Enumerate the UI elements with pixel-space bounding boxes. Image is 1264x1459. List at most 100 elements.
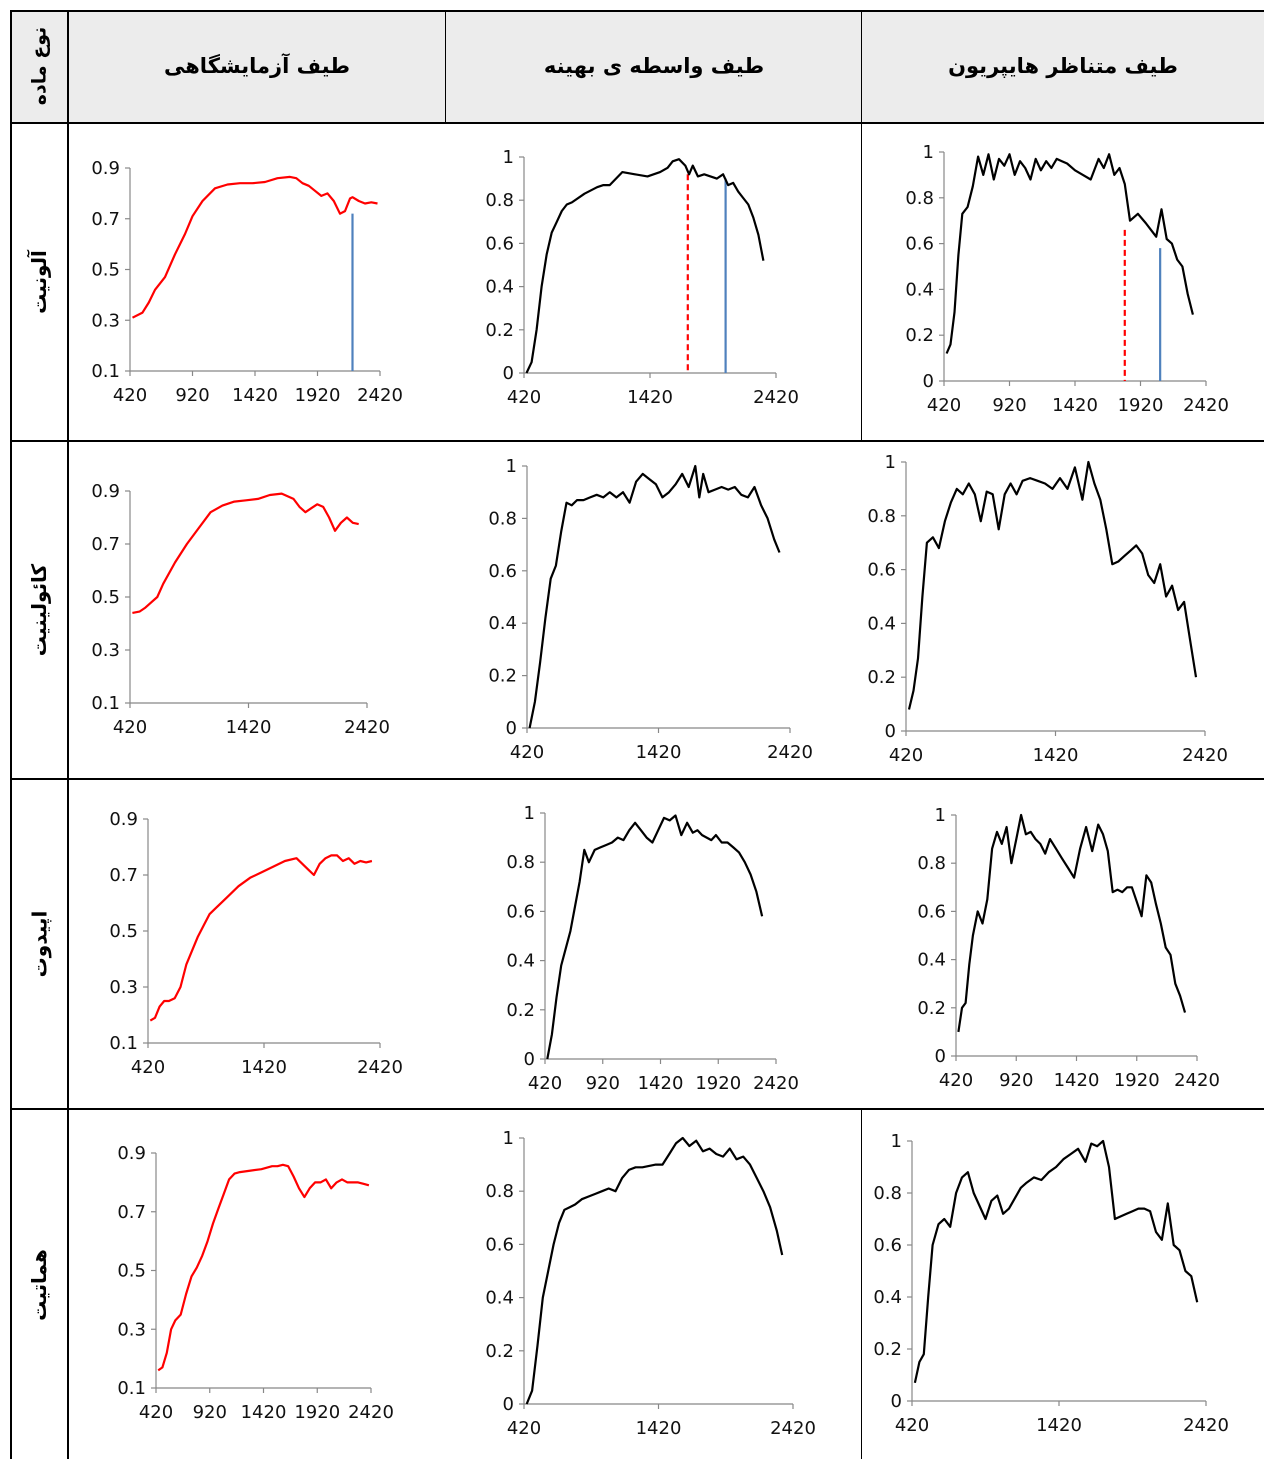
spectrum-line	[907, 460, 1198, 710]
y-tick-label: 0.8	[506, 852, 535, 873]
x-tick-label: 420	[113, 385, 147, 406]
x-tick-label: 420	[510, 742, 544, 763]
y-tick-label: 0.4	[506, 951, 535, 972]
x-tick-label: 1420	[1033, 745, 1079, 766]
x-tick-label: 920	[193, 1402, 227, 1423]
y-tick-label: 0	[503, 363, 514, 384]
y-tick-label: 0	[885, 721, 896, 742]
x-tick-label: 2420	[348, 1402, 394, 1423]
x-tick-label: 420	[895, 1415, 929, 1436]
y-tick-label: 0.4	[488, 613, 517, 634]
y-tick-label: 0.6	[506, 901, 535, 922]
y-tick-label: 0.8	[917, 853, 946, 874]
y-tick-label: 0.7	[117, 1202, 146, 1223]
x-tick-label: 2420	[770, 1418, 816, 1439]
y-tick-label: 1	[503, 147, 514, 168]
y-tick-label: 0.4	[485, 277, 514, 298]
x-tick-label: 420	[889, 745, 923, 766]
x-tick-label: 1420	[638, 1073, 684, 1094]
y-tick-label: 0.9	[91, 481, 120, 502]
y-tick-label: 0.4	[873, 1287, 902, 1308]
x-tick-label: 2420	[357, 1057, 403, 1078]
table-left-border	[10, 10, 12, 1459]
y-tick-label: 0.2	[873, 1339, 902, 1360]
spectrum-line	[957, 813, 1187, 1033]
spectrum-line	[132, 492, 359, 614]
x-tick-label: 2420	[767, 742, 813, 763]
y-tick-label: 0	[935, 1046, 946, 1067]
y-tick-label: 0.3	[117, 1319, 146, 1340]
y-tick-label: 0.9	[91, 158, 120, 179]
header-lab-spectrum: طیف آزمایشگاهی	[68, 10, 446, 122]
x-tick-label: 2420	[1183, 1415, 1229, 1436]
y-tick-label: 0.4	[867, 613, 896, 634]
x-tick-label: 1420	[1036, 1415, 1082, 1436]
column-divider-2	[445, 10, 446, 124]
y-tick-label: 0.2	[867, 667, 896, 688]
y-tick-label: 0.3	[109, 977, 138, 998]
spectrum-line	[157, 1163, 370, 1372]
column-divider-1	[67, 10, 69, 1459]
y-tick-label: 0.6	[905, 234, 934, 255]
x-tick-label: 420	[131, 1057, 165, 1078]
x-tick-label: 2420	[753, 1073, 799, 1094]
x-tick-label: 920	[992, 395, 1026, 416]
y-tick-label: 0.4	[905, 279, 934, 300]
y-tick-label: 0.1	[117, 1378, 146, 1399]
x-tick-label: 420	[528, 1073, 562, 1094]
y-tick-label: 1	[524, 803, 535, 824]
x-tick-label: 1420	[636, 1418, 682, 1439]
y-tick-label: 0.6	[485, 233, 514, 254]
y-tick-label: 0.2	[506, 1000, 535, 1021]
x-tick-label: 420	[939, 1070, 973, 1091]
y-tick-label: 0.8	[905, 188, 934, 209]
table-top-border	[10, 10, 1264, 12]
x-tick-label: 1920	[1114, 1070, 1160, 1091]
y-tick-label: 0.6	[488, 561, 517, 582]
y-tick-label: 0.5	[91, 260, 120, 281]
x-tick-label: 2420	[1183, 395, 1229, 416]
spectrum-line	[132, 175, 378, 319]
y-tick-label: 0.2	[488, 666, 517, 687]
y-tick-label: 1	[891, 1131, 902, 1152]
y-tick-label: 0.5	[109, 921, 138, 942]
y-tick-label: 0.2	[905, 325, 934, 346]
x-tick-label: 420	[113, 717, 147, 738]
y-tick-label: 0.4	[917, 950, 946, 971]
y-tick-label: 0.5	[117, 1261, 146, 1282]
header-material-type: نوع ماده	[10, 10, 68, 122]
spectrum-line	[149, 854, 373, 1022]
x-tick-label: 1420	[1054, 1070, 1100, 1091]
y-tick-label: 1	[885, 452, 896, 473]
spectrum-line	[525, 158, 765, 374]
y-tick-label: 0.6	[867, 560, 896, 581]
y-tick-label: 1	[503, 1128, 514, 1149]
row3-bottom-border	[10, 1108, 1264, 1110]
spectrum-line	[525, 1136, 784, 1405]
y-tick-label: 0.2	[917, 998, 946, 1019]
x-tick-label: 2420	[1174, 1070, 1220, 1091]
x-tick-label: 1420	[241, 1402, 287, 1423]
x-tick-label: 920	[999, 1070, 1033, 1091]
x-tick-label: 1420	[241, 1057, 287, 1078]
y-tick-label: 0.8	[867, 506, 896, 527]
x-tick-label: 420	[507, 387, 541, 408]
y-tick-label: 0.6	[485, 1234, 514, 1255]
y-tick-label: 0.1	[109, 1033, 138, 1054]
y-tick-label: 0.7	[91, 209, 120, 230]
y-tick-label: 0.6	[873, 1235, 902, 1256]
y-tick-label: 0.8	[873, 1183, 902, 1204]
x-tick-label: 1920	[695, 1073, 741, 1094]
y-tick-label: 0	[503, 1394, 514, 1415]
x-tick-label: 1420	[232, 385, 278, 406]
header-hyperion-spectrum: طیف متناظر هایپریون	[862, 10, 1264, 122]
y-tick-label: 0.2	[485, 1341, 514, 1362]
y-tick-label: 0	[524, 1049, 535, 1070]
